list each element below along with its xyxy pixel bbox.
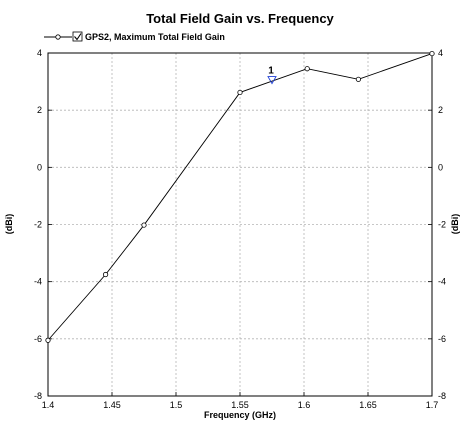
legend-marker-swatch	[55, 34, 61, 40]
y-tick-label-right: -4	[438, 277, 446, 287]
y-tick-label-right: 2	[438, 105, 443, 115]
data-point[interactable]	[237, 89, 243, 96]
y-tick-label-left: -6	[34, 334, 42, 344]
y-tick-label-left: -8	[34, 391, 42, 401]
y-tick-label-left: 2	[37, 105, 42, 115]
y-tick-label-left: -4	[34, 277, 42, 287]
data-point[interactable]	[304, 66, 310, 72]
series-layer	[45, 50, 435, 343]
x-tick-label: 1.6	[298, 400, 311, 410]
y-tick-label-right: 4	[438, 48, 443, 58]
legend[interactable]: GPS2, Maximum Total Field Gain	[44, 31, 225, 42]
y-tick-label-left: -2	[34, 220, 42, 230]
y-tick-label-left: 0	[37, 162, 42, 172]
plot-area-frame	[47, 52, 433, 397]
x-tick-label: 1.5	[170, 400, 183, 410]
x-axis-label: Frequency (GHz)	[204, 410, 276, 420]
y-axis-label-right: (dBi)	[450, 214, 460, 235]
marker-label: 1	[268, 66, 274, 77]
y-tick-label-right: 0	[438, 162, 443, 172]
data-point[interactable]	[141, 222, 147, 228]
chart-title: Total Field Gain vs. Frequency	[146, 11, 334, 26]
x-tick-label: 1.4	[42, 400, 55, 410]
data-point[interactable]	[355, 76, 361, 82]
legend-label: GPS2, Maximum Total Field Gain	[85, 32, 225, 42]
marker-triangle-icon[interactable]	[267, 76, 277, 85]
y-tick-label-right: -2	[438, 220, 446, 230]
x-tick-label: 1.45	[103, 400, 121, 410]
annotations: 1	[267, 66, 277, 85]
y-tick-label-right: -6	[438, 334, 446, 344]
grid	[48, 53, 432, 396]
data-point[interactable]	[103, 271, 109, 278]
x-tick-label: 1.55	[231, 400, 249, 410]
x-tick-label: 1.65	[359, 400, 377, 410]
data-point[interactable]	[45, 337, 51, 343]
y-tick-label-left: 4	[37, 48, 42, 58]
data-point[interactable]	[429, 50, 435, 57]
x-tick-label: 1.7	[426, 400, 439, 410]
checkmark-icon	[74, 33, 82, 41]
legend-checkbox[interactable]	[72, 31, 83, 42]
y-axis-label-left: (dBi)	[4, 214, 14, 235]
y-tick-label-right: -8	[438, 391, 446, 401]
